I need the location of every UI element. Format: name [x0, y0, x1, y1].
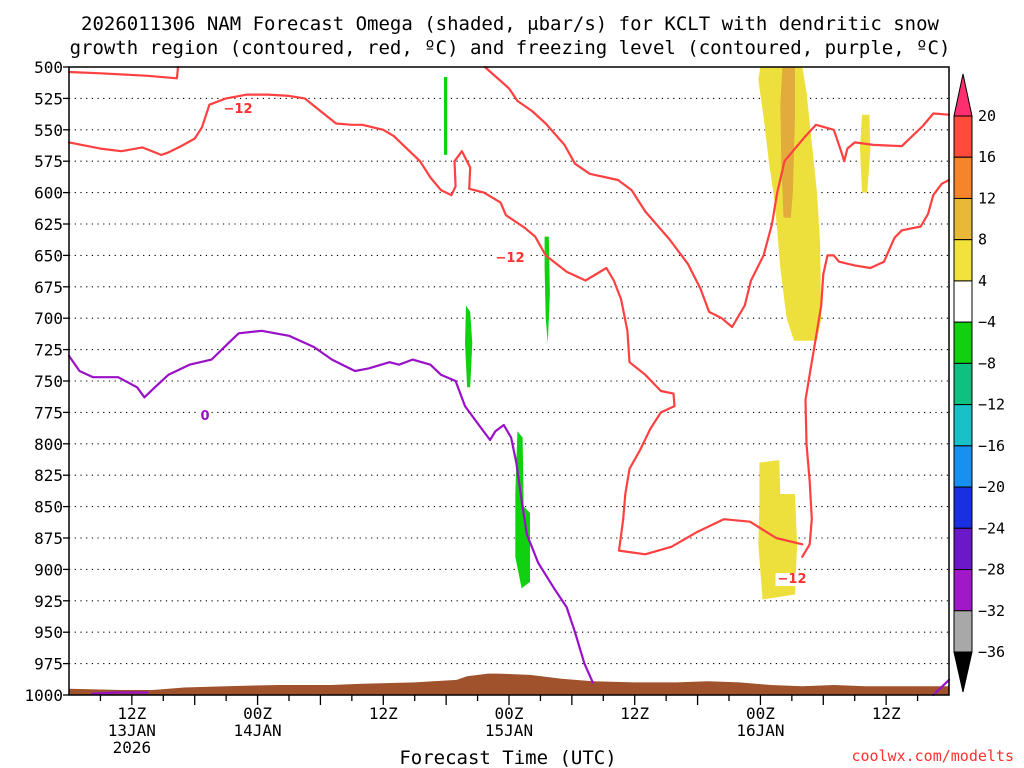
colorbar-swatch-6 — [953, 321, 973, 364]
contour-label-halo — [493, 252, 527, 265]
contour-label-halo — [775, 573, 809, 586]
colorbar-swatch-1 — [953, 115, 973, 158]
colorbar-label-1: 16 — [978, 148, 996, 166]
colorbar-arrow-top — [953, 73, 973, 117]
contour-label-halo — [198, 410, 212, 423]
colorbar-swatch-9 — [953, 445, 973, 488]
credit-text[interactable]: coolwx.com/modelts — [851, 747, 1014, 765]
grid-lines — [69, 97, 949, 665]
colorbar-label-7: −12 — [978, 396, 1005, 414]
colorbar-label-12: −32 — [978, 602, 1005, 620]
y-tick-label-800: 800 — [34, 435, 63, 454]
colorbar-swatch-4 — [953, 239, 973, 282]
y-tick-label-625: 625 — [34, 215, 63, 234]
colorbar-swatch-3 — [953, 197, 973, 241]
contour-label-halo — [221, 103, 255, 116]
contour-freezing-right-surface — [932, 678, 951, 697]
colorbar-label-3: 8 — [978, 231, 987, 249]
y-tick-label-875: 875 — [34, 529, 63, 548]
colorbar-label-9: −20 — [978, 478, 1005, 496]
contour-dgz-upper-left — [67, 65, 180, 80]
y-tick-label-600: 600 — [34, 184, 63, 203]
x-tick-label-2-line1: 12Z — [369, 704, 398, 723]
y-tick-label-550: 550 — [34, 121, 63, 140]
x-tick-label-5-line1: 00Z — [746, 704, 775, 723]
y-tick-label-925: 925 — [34, 592, 63, 611]
colorbar-label-6: −8 — [978, 354, 996, 372]
contour-labels: −12 −12 −12 0 — [198, 102, 809, 587]
terrain-fill — [69, 673, 949, 695]
y-tick-label-1000: 1000 — [24, 686, 63, 705]
colorbar: 20 16 12 8 4 −4 −8 −12 −16 −20 −24 −28 −32 −36 — [953, 73, 1005, 693]
y-tick-label-575: 575 — [34, 152, 63, 171]
x-tick-label-1-line2: 14JAN — [233, 721, 281, 740]
dgz-label-1: −12 — [224, 102, 253, 117]
contour-freezing-main — [67, 329, 594, 684]
y-axis-ticks: 500 525 550 575 600 625 650 675 700 725 750 775 800 8… — [24, 58, 69, 705]
colorbar-label-0: 20 — [978, 107, 996, 125]
terrain-layer — [69, 673, 949, 695]
omega-region-subsidence-c — [544, 236, 550, 344]
x-tick-label-0-line2: 13JAN — [108, 721, 156, 740]
contour-lines — [67, 65, 951, 697]
x-tick-label-5-line2: 16JAN — [736, 721, 784, 740]
y-tick-label-725: 725 — [34, 341, 63, 360]
colorbar-label-11: −28 — [978, 561, 1005, 579]
y-tick-label-825: 825 — [34, 466, 63, 485]
y-tick-label-750: 750 — [34, 372, 63, 391]
colorbar-swatch-5 — [953, 280, 973, 323]
omega-region-subsidence-a — [444, 77, 448, 155]
contour-dgz-upper-main — [67, 93, 804, 556]
freezing-label: 0 — [200, 409, 209, 424]
y-tick-label-525: 525 — [34, 89, 63, 108]
colorbar-label-10: −24 — [978, 519, 1005, 537]
y-tick-label-975: 975 — [34, 655, 63, 674]
colorbar-swatch-7 — [953, 362, 973, 406]
x-tick-label-0-line1: 12Z — [117, 704, 146, 723]
x-tick-label-0-line3: 2026 — [113, 738, 152, 757]
y-tick-label-775: 775 — [34, 403, 63, 422]
omega-region-upper-core — [780, 67, 795, 218]
colorbar-arrow-bottom — [953, 651, 973, 693]
contour-dgz-upper-right — [483, 65, 951, 329]
x-tick-label-3-line1: 00Z — [495, 704, 524, 723]
x-tick-label-6-line1: 12Z — [872, 704, 901, 723]
colorbar-label-13: −36 — [978, 643, 1005, 661]
colorbar-label-8: −16 — [978, 437, 1005, 455]
y-tick-label-500: 500 — [34, 58, 63, 77]
omega-region-subsidence-b — [465, 305, 473, 388]
contour-freezing-left-surface — [90, 691, 149, 695]
y-tick-label-850: 850 — [34, 498, 63, 517]
dgz-label-3: −12 — [778, 572, 807, 587]
colorbar-swatch-10 — [953, 486, 973, 529]
x-tick-label-4-line1: 12Z — [620, 704, 649, 723]
x-tick-label-1-line1: 00Z — [243, 704, 272, 723]
contour-dgz-lower-right — [801, 178, 951, 558]
y-tick-label-675: 675 — [34, 278, 63, 297]
omega-region-upper-right — [860, 114, 871, 193]
colorbar-swatch-2 — [953, 156, 973, 199]
y-tick-label-650: 650 — [34, 246, 63, 265]
chart-title-line-2: growth region (contoured, red, ºC) and f… — [70, 37, 951, 59]
y-tick-label-700: 700 — [34, 309, 63, 328]
colorbar-swatch-12 — [953, 569, 973, 612]
chart-title-line-1: 2026011306 NAM Forecast Omega (shaded, μ… — [81, 13, 939, 35]
x-tick-label-3-line2: 15JAN — [485, 721, 533, 740]
x-axis-title: Forecast Time (UTC) — [399, 747, 616, 768]
dgz-label-2: −12 — [496, 251, 525, 266]
y-tick-label-900: 900 — [34, 560, 63, 579]
colorbar-label-4: 4 — [978, 272, 987, 290]
y-tick-label-950: 950 — [34, 623, 63, 642]
omega-region-lower-ascent — [758, 460, 798, 600]
colorbar-label-2: 12 — [978, 189, 996, 207]
colorbar-swatch-11 — [953, 527, 973, 571]
colorbar-swatch-13 — [953, 610, 973, 653]
colorbar-swatch-8 — [953, 404, 973, 447]
colorbar-label-5: −4 — [978, 313, 996, 331]
